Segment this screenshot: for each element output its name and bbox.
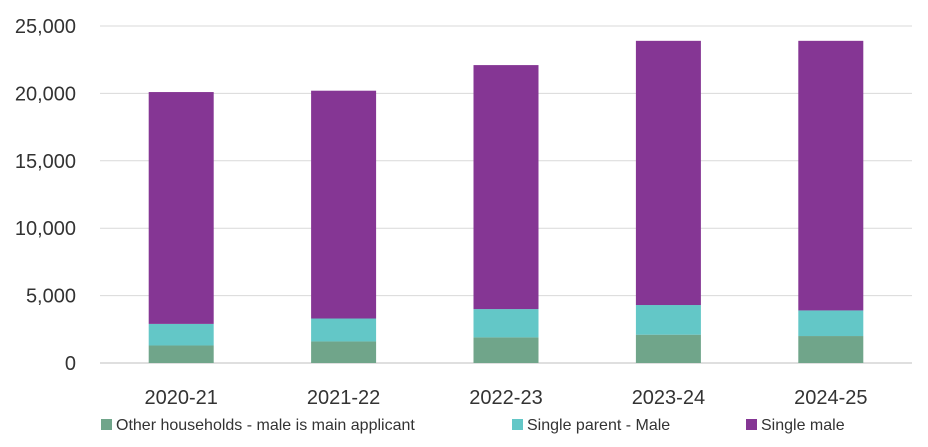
bar-segment-other-households-male-is-main-applicant-2021-22 [311,341,377,363]
bar-segment-single-male-2022-23 [473,65,539,310]
bar-segment-single-parent-male-2023-24 [635,305,701,335]
y-axis-ticks: 0 5,000 10,000 15,000 20,000 25,000 [15,16,76,375]
bar-segment-single-male-2023-24 [635,40,701,306]
bar-segment-single-parent-male-2021-22 [311,318,377,342]
bars [148,40,864,363]
bar-segment-other-households-male-is-main-applicant-2020-21 [148,345,214,363]
legend-label: Single parent - Male [527,417,670,434]
x-tick-label: 2020-21 [144,387,217,409]
bar-segment-single-parent-male-2020-21 [148,323,214,346]
bar-segment-single-parent-male-2024-25 [798,310,864,337]
x-tick-label: 2021-22 [307,387,380,409]
x-tick-label: 2022-23 [469,387,542,409]
y-tick-label: 0 [65,353,76,375]
bar-segment-other-households-male-is-main-applicant-2022-23 [473,337,539,363]
bar-segment-single-parent-male-2022-23 [473,309,539,338]
legend-swatch [101,419,112,430]
bar-segment-single-male-2024-25 [798,40,864,311]
y-tick-label: 10,000 [15,218,76,240]
bar-segment-single-male-2020-21 [148,92,214,324]
legend-swatch [512,419,523,430]
x-axis-ticks: 2020-21 2021-22 2022-23 2023-24 2024-25 [144,387,867,409]
x-tick-label: 2024-25 [794,387,867,409]
bar-segment-other-households-male-is-main-applicant-2023-24 [635,334,701,363]
legend-label: Other households - male is main applican… [116,417,415,434]
y-tick-label: 5,000 [26,286,76,308]
x-tick-label: 2023-24 [632,387,705,409]
y-tick-label: 25,000 [15,16,76,38]
legend-label: Single male [761,417,845,434]
bar-segment-single-male-2021-22 [311,90,377,319]
y-tick-label: 20,000 [15,83,76,105]
legend: Other households - male is main applican… [101,417,845,434]
y-tick-label: 15,000 [15,151,76,173]
legend-swatch [746,419,757,430]
bar-segment-other-households-male-is-main-applicant-2024-25 [798,336,864,363]
